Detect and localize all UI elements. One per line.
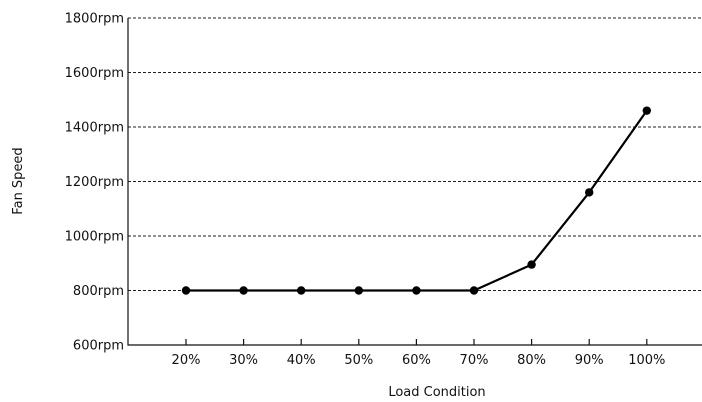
x-tick-label: 30% (229, 353, 258, 368)
data-point (239, 286, 248, 295)
y-tick-labels: 600rpm 800rpm 1000rpm 1200rpm 1400rpm 1600rpm… (65, 12, 124, 354)
axis-frame (127, 18, 702, 346)
x-tick-label: 70% (460, 353, 489, 368)
data-point (469, 286, 479, 295)
x-tick-label: 20% (172, 353, 201, 368)
data-point (354, 286, 363, 295)
data-point (412, 286, 421, 295)
x-tick-label: 100% (628, 353, 665, 368)
y-tick-label: 1800rpm (65, 12, 124, 27)
series (181, 106, 651, 295)
data-point (181, 286, 191, 295)
x-tick-label: 50% (344, 353, 373, 368)
y-tick-label: 1200rpm (65, 175, 124, 190)
x-ticks: 20% 30% 40% 50% 60% 70% 80% 90% 100% (172, 339, 665, 368)
x-axis-title: Load Condition (388, 385, 485, 400)
series-line (186, 110, 648, 292)
y-tick-label: 800rpm (73, 284, 124, 299)
y-tick-label: 1600rpm (65, 66, 124, 81)
data-point (585, 188, 594, 197)
x-tick-label: 80% (517, 353, 546, 368)
data-point (527, 260, 536, 269)
axes (127, 18, 702, 346)
x-tick-label: 60% (402, 353, 431, 368)
data-point (297, 286, 306, 295)
y-axis-title: Fan Speed (11, 147, 26, 214)
y-tick-label: 600rpm (73, 339, 124, 354)
x-tick-label: 90% (575, 353, 604, 368)
x-tick-label: 40% (287, 353, 316, 368)
y-tick-label: 1000rpm (65, 230, 124, 245)
y-tick-label: 1400rpm (65, 121, 124, 136)
data-point (642, 106, 651, 115)
